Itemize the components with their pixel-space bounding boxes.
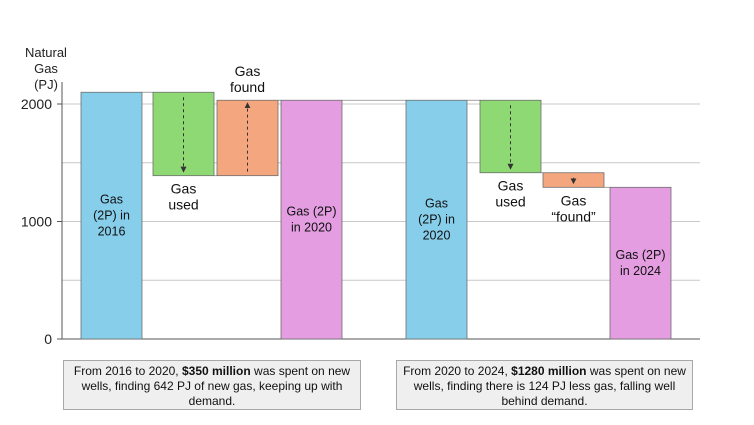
note-right-text-after: was spent on new wells, finding there is…	[413, 364, 686, 408]
bar-label-2: Gas	[171, 181, 197, 197]
bar-label-4: in 2020	[291, 221, 332, 235]
note-left-amount: $350 million	[181, 364, 251, 378]
bar-label-7: “found”	[551, 208, 596, 224]
bar-8	[609, 186, 672, 340]
bar-label-3: found	[230, 79, 265, 95]
bar-label-8: Gas (2P)	[615, 248, 665, 262]
y-tick-label: 2000	[21, 96, 52, 112]
note-left-text-before: From 2016 to 2020,	[73, 364, 182, 378]
y-tick-label: 0	[44, 331, 52, 347]
bar-label-1: Gas	[100, 193, 123, 207]
bar-label-2: used	[168, 197, 198, 213]
bar-label-7: Gas	[561, 192, 587, 208]
y-axis-title: (PJ)	[34, 77, 58, 92]
bar-label-5: Gas	[425, 197, 448, 211]
bar-4	[280, 99, 343, 340]
bar-1	[80, 91, 143, 340]
note-left-text-after: was spent on new wells, finding 642 PJ o…	[81, 364, 351, 408]
bar-label-1: 2016	[98, 225, 126, 239]
y-axis-title: Natural	[25, 45, 67, 60]
bar-label-4: Gas (2P)	[286, 205, 336, 219]
bar-label-6: Gas	[498, 178, 524, 194]
y-tick-label: 1000	[21, 214, 52, 230]
bar-label-6: used	[495, 194, 525, 210]
bar-label-5: 2020	[423, 229, 451, 243]
note-2016-2020: From 2016 to 2020, $350 million was spen…	[63, 360, 361, 410]
bar-label-1: (2P) in	[93, 209, 130, 223]
note-right-amount: $1280 million	[511, 364, 587, 378]
note-right-text-before: From 2020 to 2024,	[403, 364, 512, 378]
bar-label-8: in 2024	[620, 264, 661, 278]
bar-label-3: Gas	[235, 63, 261, 79]
y-axis-title: Gas	[34, 61, 58, 76]
note-2020-2024: From 2020 to 2024, $1280 million was spe…	[396, 360, 693, 410]
bar-label-5: (2P) in	[418, 213, 455, 227]
bar-5	[405, 99, 468, 340]
